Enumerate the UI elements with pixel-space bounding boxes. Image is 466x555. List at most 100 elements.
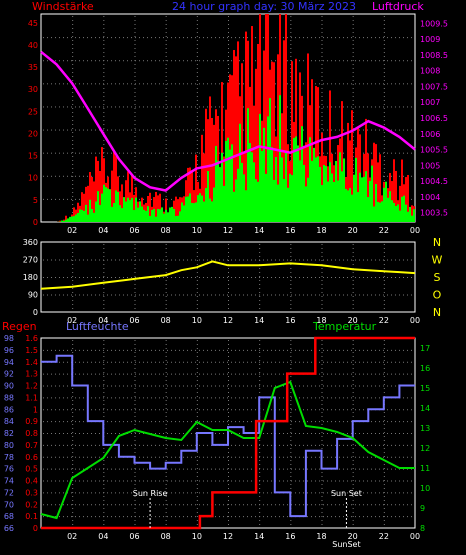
rain-ygrid-dot: [359, 349, 360, 351]
rain-ygrid-dot: [271, 373, 272, 375]
rain-ygrid-dot: [155, 480, 156, 482]
rain-ygrid-dot: [83, 492, 84, 494]
rain-ygrid-dot: [359, 385, 360, 387]
rain-ygrid-dot: [227, 504, 228, 506]
rain-ygrid-dot: [187, 516, 188, 518]
direction-ygrid-dot: [315, 294, 316, 296]
wind-ygrid-dot: [167, 60, 168, 62]
rain-ygrid-dot: [235, 385, 236, 387]
rain-ygrid-dot: [367, 373, 368, 375]
rain-xgrid-dot: [196, 428, 198, 429]
wind-avg-bar: [267, 116, 269, 222]
rain-xgrid-dot: [72, 504, 74, 505]
rain-ygrid-dot: [411, 373, 412, 375]
wind-ygrid-dot: [335, 152, 336, 154]
rain-ygrid-dot: [239, 373, 240, 375]
wind-xgrid-dot: [383, 92, 385, 93]
wind-ygrid-dot: [127, 152, 128, 154]
wind-ygrid-dot: [99, 129, 100, 131]
rain-ygrid-dot: [247, 361, 248, 363]
wind-max-bar: [207, 119, 209, 222]
wind-ygrid-dot: [287, 60, 288, 62]
wind-max-bar: [155, 191, 157, 222]
rain-xgrid-dot: [321, 504, 323, 505]
rain-xgrid-dot: [228, 376, 229, 377]
rain-xgrid-dot: [290, 444, 292, 445]
rain-xgrid-dot: [259, 484, 261, 485]
rain-ygrid-dot: [115, 349, 116, 351]
direction-ygrid-dot: [107, 277, 108, 278]
rain-ygrid-dot: [255, 373, 256, 375]
wind-avg-bar: [237, 168, 239, 222]
rain-ygrid-dot: [123, 516, 124, 518]
direction-ygrid-dot: [351, 259, 352, 261]
wind-ygrid-dot: [355, 60, 356, 62]
wind-xgrid-dot: [196, 144, 198, 145]
rain-xgrid-dot: [196, 404, 198, 405]
rain-xgrid-dot: [165, 524, 167, 525]
direction-ygrid-dot: [87, 294, 88, 296]
direction-xgrid-dot: [72, 296, 74, 297]
rain-ygrid-dot: [75, 492, 76, 494]
rain-ygrid-dot: [387, 349, 388, 351]
rain-ygrid-dot: [331, 444, 332, 446]
rain-xgrid-dot: [259, 472, 261, 473]
rain-xgrid-dot: [103, 360, 105, 361]
wind-ygrid-dot: [375, 60, 376, 62]
temperature-y-tick: 8: [420, 524, 425, 533]
rain-xgrid-dot: [259, 444, 261, 445]
temperature-title: Temperatur: [312, 320, 377, 333]
rain-xgrid-dot: [259, 508, 261, 509]
rain-ygrid-dot: [147, 444, 148, 446]
rain-ygrid-dot: [71, 397, 72, 399]
pressure-title: Luftdruck: [372, 0, 424, 13]
direction-xgrid-dot: [383, 248, 385, 249]
rain-y-tick: 1.1: [25, 393, 38, 402]
rain-ygrid-dot: [411, 468, 412, 470]
rain-ygrid-dot: [91, 456, 92, 458]
direction-ygrid-dot: [171, 259, 172, 261]
direction-xgrid-dot: [228, 268, 229, 269]
rain-ygrid-dot: [95, 492, 96, 494]
rain-ygrid-dot: [295, 361, 296, 363]
wind-xgrid-dot: [321, 44, 323, 45]
wind-ygrid-dot: [43, 83, 44, 85]
wind-ygrid-dot: [151, 106, 152, 108]
wind-xgrid-dot: [352, 28, 354, 29]
direction-xgrid-dot: [165, 260, 167, 261]
rain-ygrid-dot: [107, 421, 108, 423]
rain-xgrid-dot: [352, 360, 354, 361]
direction-xgrid-dot: [290, 300, 292, 301]
direction-ygrid-dot: [359, 294, 360, 296]
rain-ygrid-dot: [407, 421, 408, 423]
direction-xgrid-dot: [134, 300, 136, 301]
rain-xgrid-dot: [72, 400, 74, 401]
rain-ygrid-dot: [335, 433, 336, 434]
rain-ygrid-dot: [107, 492, 108, 494]
direction-ygrid-dot: [127, 259, 128, 261]
rain-ygrid-dot: [295, 433, 296, 434]
rain-xgrid-dot: [383, 488, 385, 489]
rain-ygrid-dot: [215, 397, 216, 399]
rain-xgrid-dot: [290, 356, 292, 357]
wind-xgrid-dot: [290, 128, 292, 129]
direction-ygrid-dot: [239, 259, 240, 261]
rain-xgrid-dot: [352, 508, 354, 509]
rain-xgrid-dot: [134, 484, 136, 485]
wind-max-bar: [287, 144, 289, 222]
rain-xgrid-dot: [228, 488, 229, 489]
wind-ygrid-dot: [139, 152, 140, 154]
wind-xgrid-dot: [72, 32, 74, 33]
direction-ygrid-dot: [303, 294, 304, 296]
wind-max-bar: [375, 144, 377, 222]
wind-ygrid-dot: [167, 83, 168, 85]
wind-xgrid-dot: [165, 24, 167, 25]
wind-avg-bar: [239, 123, 241, 222]
rain-xgrid-dot: [134, 340, 136, 341]
direction-xgrid-dot: [103, 308, 105, 309]
rain-xgrid-dot: [103, 496, 105, 497]
wind-xgrid-dot: [383, 176, 385, 177]
wind-max-bar: [405, 177, 407, 222]
rain-ygrid-dot: [267, 385, 268, 387]
rain-y-tick: 1.2: [25, 382, 38, 391]
